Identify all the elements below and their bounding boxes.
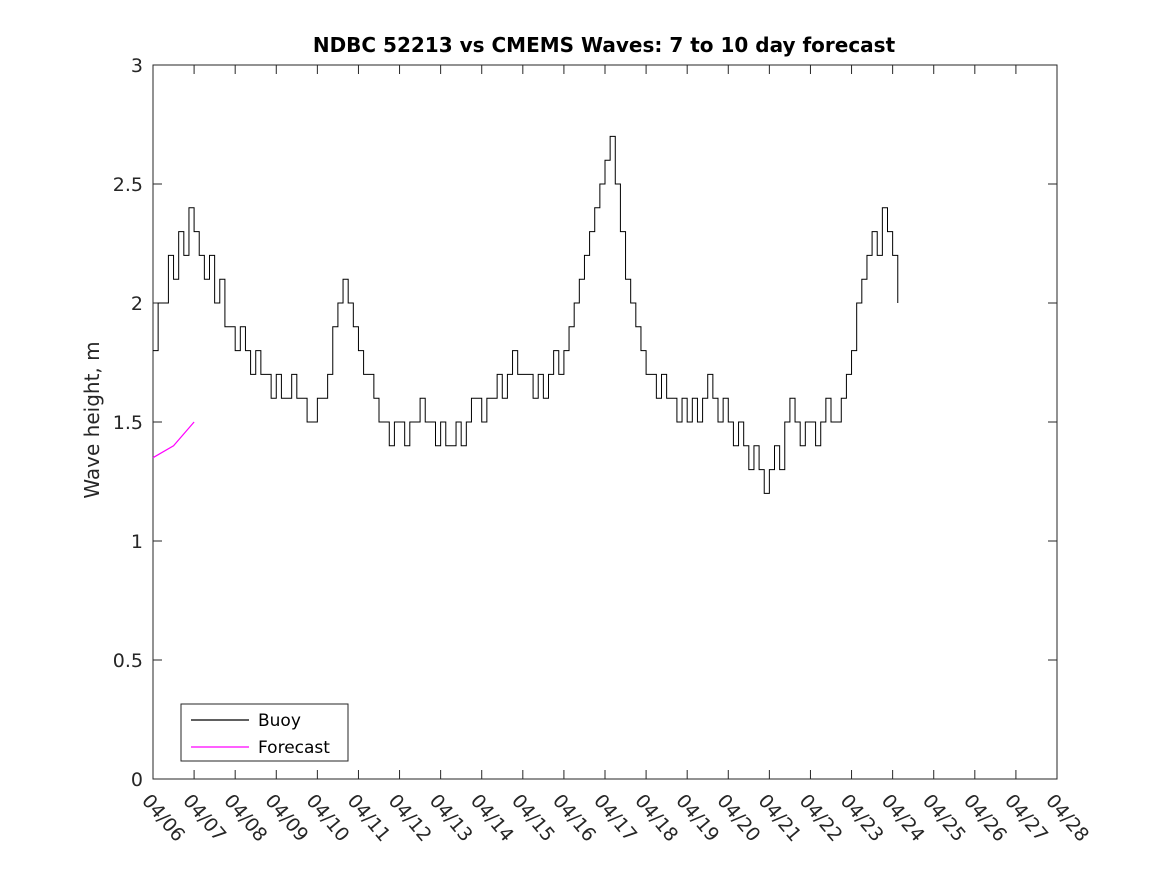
y-tick-label: 2 [131,293,143,315]
forecast-series-line [152,421,195,459]
y-axis-label: Wave height, m [80,341,104,498]
legend-label: Buoy [258,711,301,731]
y-tick-label: 0.5 [113,650,143,672]
buoy-series-line [153,135,899,494]
legend-box [180,703,349,762]
y-tick-label: 0 [131,769,143,791]
y-tick-label: 3 [131,55,143,77]
y-tick-label: 2.5 [113,174,143,196]
y-tick-label: 1 [131,531,143,553]
chart-title: NDBC 52213 vs CMEMS Waves: 7 to 10 day f… [313,33,896,57]
legend-label: Forecast [258,738,330,758]
y-tick-label: 1.5 [113,412,143,434]
